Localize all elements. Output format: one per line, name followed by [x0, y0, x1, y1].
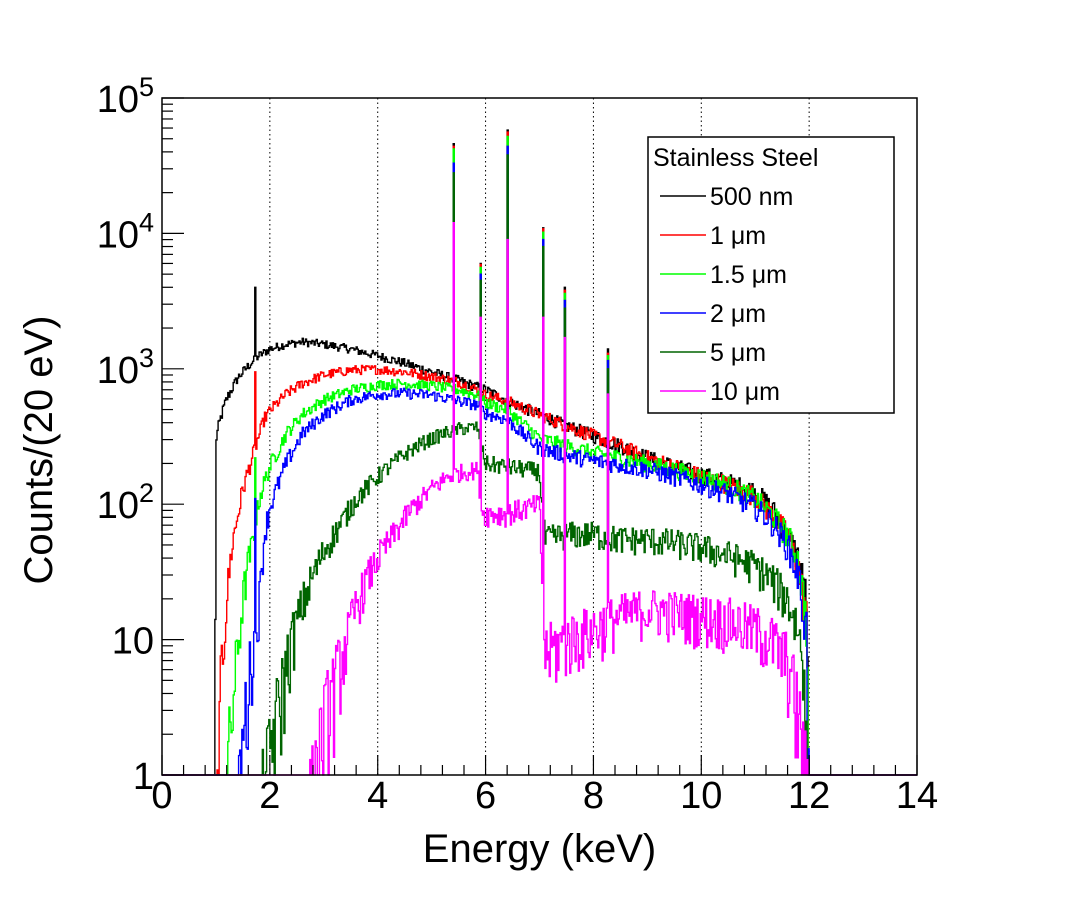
- legend-entries: 500 nm 1 μm 1.5 μm 2 μm 5 μm 10 μm: [660, 183, 793, 406]
- x-tick-label: 4: [367, 775, 388, 817]
- x-axis-title: Energy (keV): [423, 827, 656, 871]
- legend-label: 5 μm: [710, 339, 766, 367]
- legend-label: 10 μm: [710, 378, 780, 406]
- legend: Stainless Steel 500 nm 1 μm 1.5 μm 2 μm 5 μm…: [647, 136, 895, 414]
- y-tick-label: 102: [97, 478, 154, 527]
- y-tick-label: 105: [97, 72, 154, 121]
- x-tick-label: 8: [583, 775, 604, 817]
- x-tick-label: 6: [475, 775, 496, 817]
- legend-box: [647, 136, 895, 414]
- axis-ticks: 0 2 4 6 8 10 12 14 1 10 102 103 104 105: [97, 72, 938, 817]
- legend-label: 1 μm: [710, 222, 766, 250]
- y-axis-title: Counts/(20 eV): [17, 316, 61, 585]
- x-tick-label: 2: [259, 775, 280, 817]
- x-tick-label: 10: [680, 775, 722, 817]
- legend-label: 500 nm: [710, 183, 793, 211]
- x-tick-label: 14: [896, 775, 938, 817]
- legend-title: Stainless Steel: [653, 144, 818, 172]
- y-tick-label: 10: [112, 621, 154, 663]
- legend-label: 2 μm: [710, 300, 766, 328]
- series-line: [162, 221, 917, 776]
- x-tick-label: 12: [788, 775, 830, 817]
- series-line: [162, 135, 917, 776]
- x-tick-label: 0: [151, 775, 172, 817]
- y-tick-label: 103: [97, 343, 154, 392]
- y-tick-label: 104: [97, 207, 154, 256]
- series-line: [162, 145, 917, 776]
- legend-label: 1.5 μm: [710, 261, 787, 289]
- series-line: [162, 131, 917, 776]
- plot-frame: [161, 97, 918, 776]
- series-group: [162, 129, 917, 776]
- y-tick-label: 1: [133, 756, 154, 798]
- series-line: [162, 154, 917, 776]
